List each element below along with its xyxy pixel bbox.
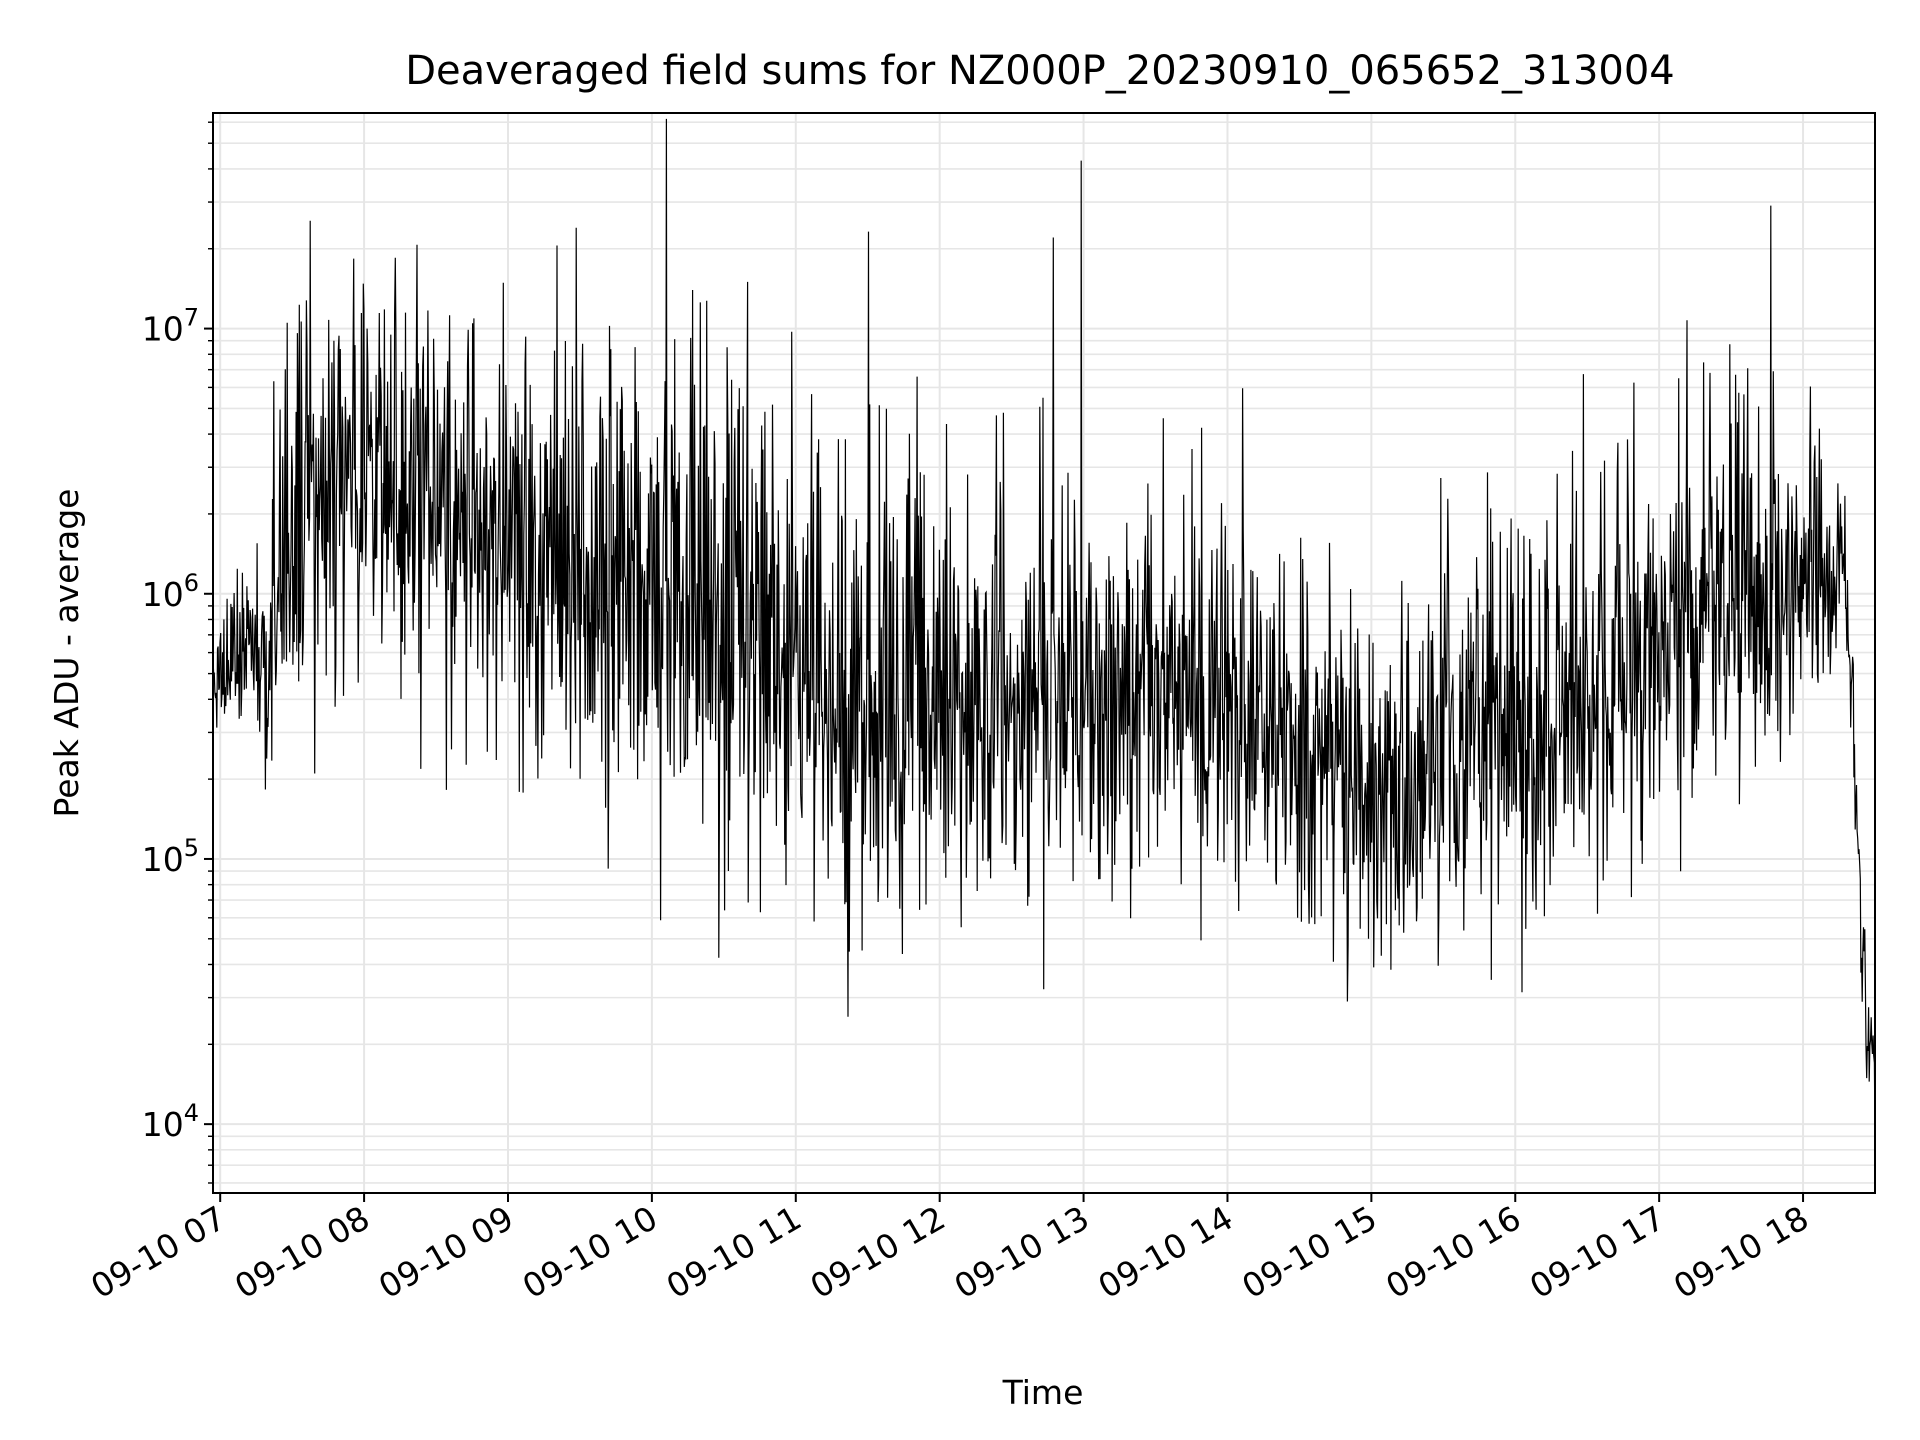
y-tick-label: 104 [142, 1099, 199, 1144]
x-axis-label: Time [1002, 1373, 1084, 1412]
y-axis-label: Peak ADU - average [47, 489, 86, 818]
y-tick-label: 107 [142, 304, 199, 349]
data-series-line [212, 118, 1876, 1143]
y-tick-label: 106 [142, 569, 199, 614]
y-axis: 104 105 106 107 [142, 121, 213, 1184]
series-line [212, 118, 1876, 1143]
y-tick-label: 105 [142, 834, 199, 879]
chart-title: Deaveraged field sums for NZ000P_2023091… [405, 48, 1675, 94]
